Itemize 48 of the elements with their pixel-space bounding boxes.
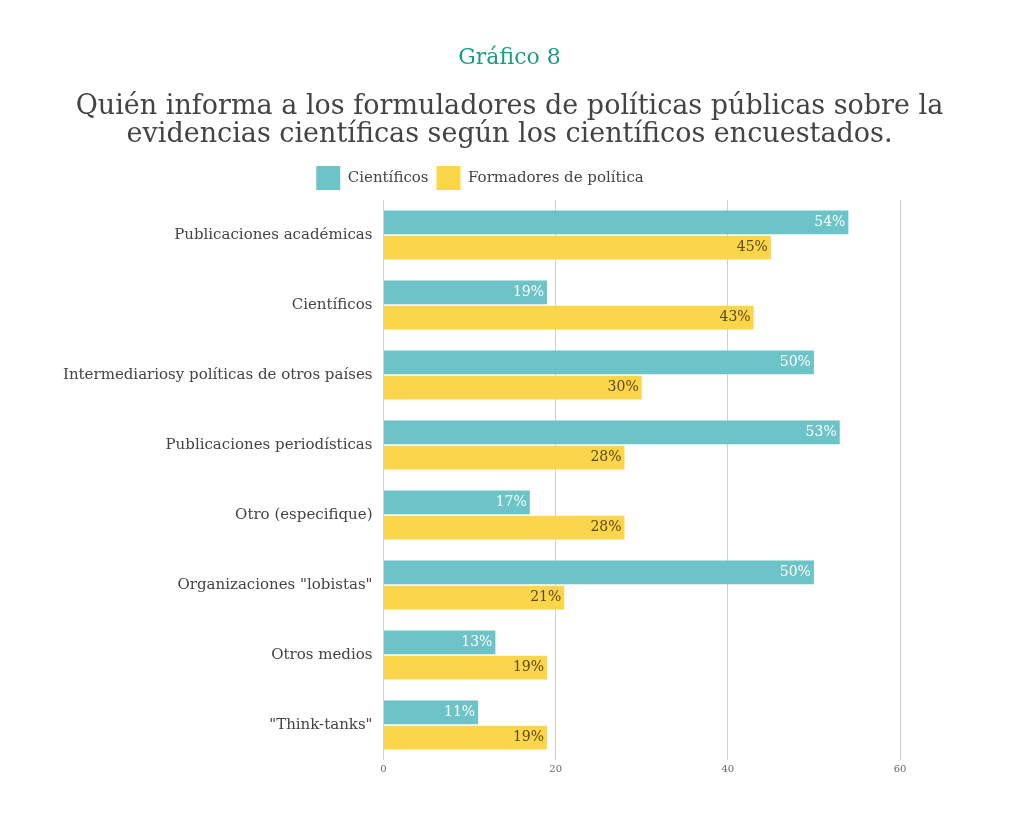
data-label: 54% [814,212,846,229]
bar [383,655,548,680]
y-tick-label: Publicaciones académicas [174,224,373,243]
data-label: 28% [590,447,622,464]
bar [383,490,530,515]
x-tick-label: 60 [893,762,907,774]
chart-subtitle: Quién informa a los formuladores de políticas públicas sobre la evidencias científicas según los científicos encuestados. [74,89,945,149]
data-label: 17% [495,492,527,509]
y-tick-label: Intermediariosy políticas de otros países [62,364,373,383]
bar [383,305,754,330]
data-label: 19% [512,657,545,674]
data-label: 21% [530,587,562,604]
bar [383,515,625,540]
y-tick-label: "Think-tanks" [269,714,373,733]
data-label: 53% [805,422,837,439]
y-tick-label: Científicos [291,294,373,313]
bar [383,560,814,585]
bar [383,280,548,305]
legend-label: Formadores de política [468,167,644,186]
x-tick-label: 40 [721,762,735,774]
x-tick-label: 0 [380,762,387,774]
bar [383,630,496,655]
bar [383,700,479,725]
data-label: 45% [736,237,768,254]
bar [383,585,565,610]
data-label: 19% [512,282,545,299]
bar [383,445,625,470]
y-tick-label: Publicaciones periodísticas [165,434,373,453]
bar [383,375,642,400]
chart-title: Gráfico 8 [457,44,562,69]
data-label: 19% [512,727,545,744]
bar [383,210,849,235]
y-tick-label: Otro (especifique) [235,504,373,523]
bar [383,235,771,260]
legend-label: Científicos [347,167,429,186]
x-tick-label: 20 [549,762,563,774]
data-label: 43% [719,307,751,324]
data-label: 50% [779,352,811,369]
data-label: 28% [590,517,622,534]
y-tick-label: Organizaciones "lobistas" [177,574,373,593]
bar [383,725,548,750]
data-label: 13% [461,632,493,649]
bar [383,350,814,375]
bar [383,420,840,445]
data-label: 30% [607,377,639,394]
y-tick-label: Otros medios [271,644,373,663]
data-label: 11% [444,702,476,719]
data-label: 50% [779,562,811,579]
